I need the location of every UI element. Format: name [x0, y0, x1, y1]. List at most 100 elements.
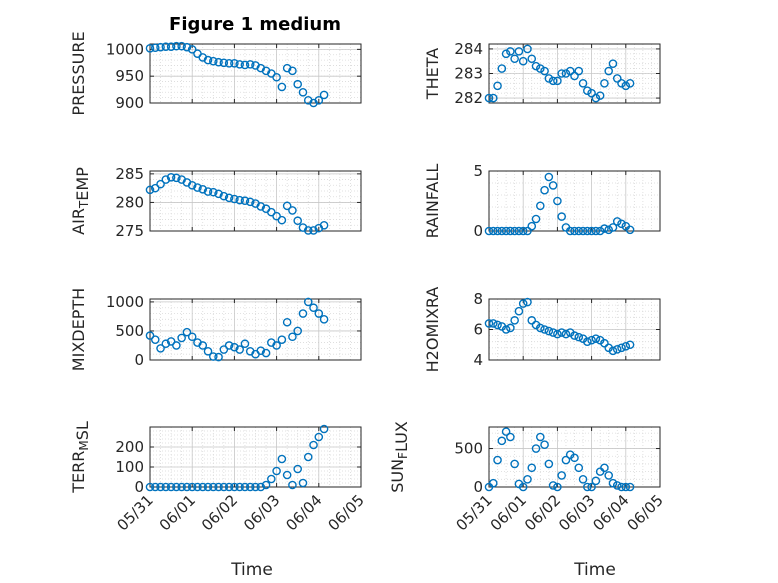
data-point: [235, 195, 244, 205]
data-point: [608, 223, 618, 232]
data-point: [612, 481, 622, 490]
y-tick-label: 500: [454, 440, 483, 458]
data-point: [531, 214, 541, 224]
data-point: [548, 76, 558, 86]
x-tick-label: 06/05: [624, 491, 667, 534]
x-tick-label: 06/05: [325, 491, 368, 534]
data-point: [272, 72, 281, 82]
data-point: [150, 335, 160, 344]
y-tick-label: 282: [454, 89, 483, 107]
data-point: [293, 216, 303, 226]
y-tick-label: 0: [134, 351, 144, 369]
data-point: [198, 341, 208, 350]
data-point: [561, 329, 571, 339]
data-point: [230, 194, 239, 204]
data-point: [612, 74, 622, 83]
data-point: [282, 317, 292, 327]
data-point: [544, 74, 554, 83]
data-point: [578, 79, 588, 88]
data-point: [203, 55, 213, 65]
data-point: [224, 59, 234, 68]
data-point: [219, 191, 229, 201]
x-tick-label: 06/02: [198, 491, 241, 534]
data-point: [510, 459, 519, 469]
data-point: [187, 180, 197, 190]
data-point: [240, 339, 250, 349]
data-point: [161, 42, 171, 51]
data-point: [548, 481, 558, 490]
data-point: [484, 93, 494, 103]
data-point: [272, 466, 281, 476]
data-point: [277, 454, 287, 464]
data-point: [267, 474, 276, 484]
x-tick-label: 05/31: [453, 491, 496, 534]
y-tick-label: 6: [473, 321, 483, 339]
data-point: [531, 444, 541, 453]
y-axis-label: TERRMSL: [69, 421, 92, 494]
data-point: [510, 226, 519, 236]
data-point: [235, 482, 244, 492]
data-point: [214, 352, 223, 362]
plot-area: [150, 44, 361, 103]
data-point: [224, 482, 234, 492]
data-point: [298, 309, 308, 318]
data-point: [574, 66, 584, 76]
data-point: [497, 226, 507, 236]
data-point: [156, 482, 165, 492]
data-point: [506, 323, 515, 333]
data-point: [587, 88, 596, 98]
data-point: [570, 331, 579, 340]
x-tick-label: 06/03: [555, 491, 598, 534]
data-point: [182, 42, 192, 52]
data-point: [261, 348, 271, 358]
data-point: [277, 335, 287, 344]
data-point: [245, 197, 255, 207]
data-point: [587, 226, 596, 236]
data-point: [518, 482, 528, 492]
data-point: [150, 183, 160, 193]
data-point: [488, 226, 498, 236]
y-tick-label: 1000: [106, 293, 144, 311]
data-point: [510, 316, 519, 325]
data-point: [256, 346, 266, 356]
y-tick-label: 0: [473, 222, 483, 240]
data-point: [277, 215, 287, 225]
data-point: [161, 175, 171, 184]
x-tick-label: 06/04: [282, 491, 325, 534]
data-point: [617, 343, 626, 353]
data-point: [506, 47, 515, 56]
data-point: [235, 60, 244, 69]
subplot-pressure: 900 950 1000 PRESSURE: [69, 31, 362, 116]
data-point: [272, 341, 281, 350]
y-axis-label: RAINFALL: [423, 164, 442, 239]
data-point: [319, 424, 329, 434]
data-point: [501, 49, 511, 59]
data-point: [578, 475, 588, 484]
y-tick-label: 275: [115, 222, 144, 240]
data-point: [303, 452, 313, 462]
data-point: [277, 82, 287, 92]
data-point: [527, 54, 537, 64]
data-point: [150, 43, 160, 53]
data-point: [240, 482, 250, 492]
data-point: [214, 57, 223, 67]
data-point: [557, 69, 566, 78]
data-point: [608, 346, 618, 356]
data-point: [230, 342, 239, 352]
data-point: [314, 309, 324, 318]
data-point: [523, 475, 532, 484]
data-point: [256, 482, 266, 492]
data-point: [484, 226, 494, 236]
data-point: [591, 334, 601, 343]
data-point: [309, 226, 318, 235]
data-point: [553, 196, 562, 206]
x-axis-label-left: Time: [230, 560, 273, 580]
data-point: [570, 453, 579, 463]
data-point: [621, 482, 631, 492]
data-point: [156, 344, 165, 353]
data-point: [282, 201, 292, 211]
data-point: [245, 482, 255, 492]
data-point: [240, 196, 250, 206]
figure-title: Figure 1 medium: [169, 14, 341, 35]
